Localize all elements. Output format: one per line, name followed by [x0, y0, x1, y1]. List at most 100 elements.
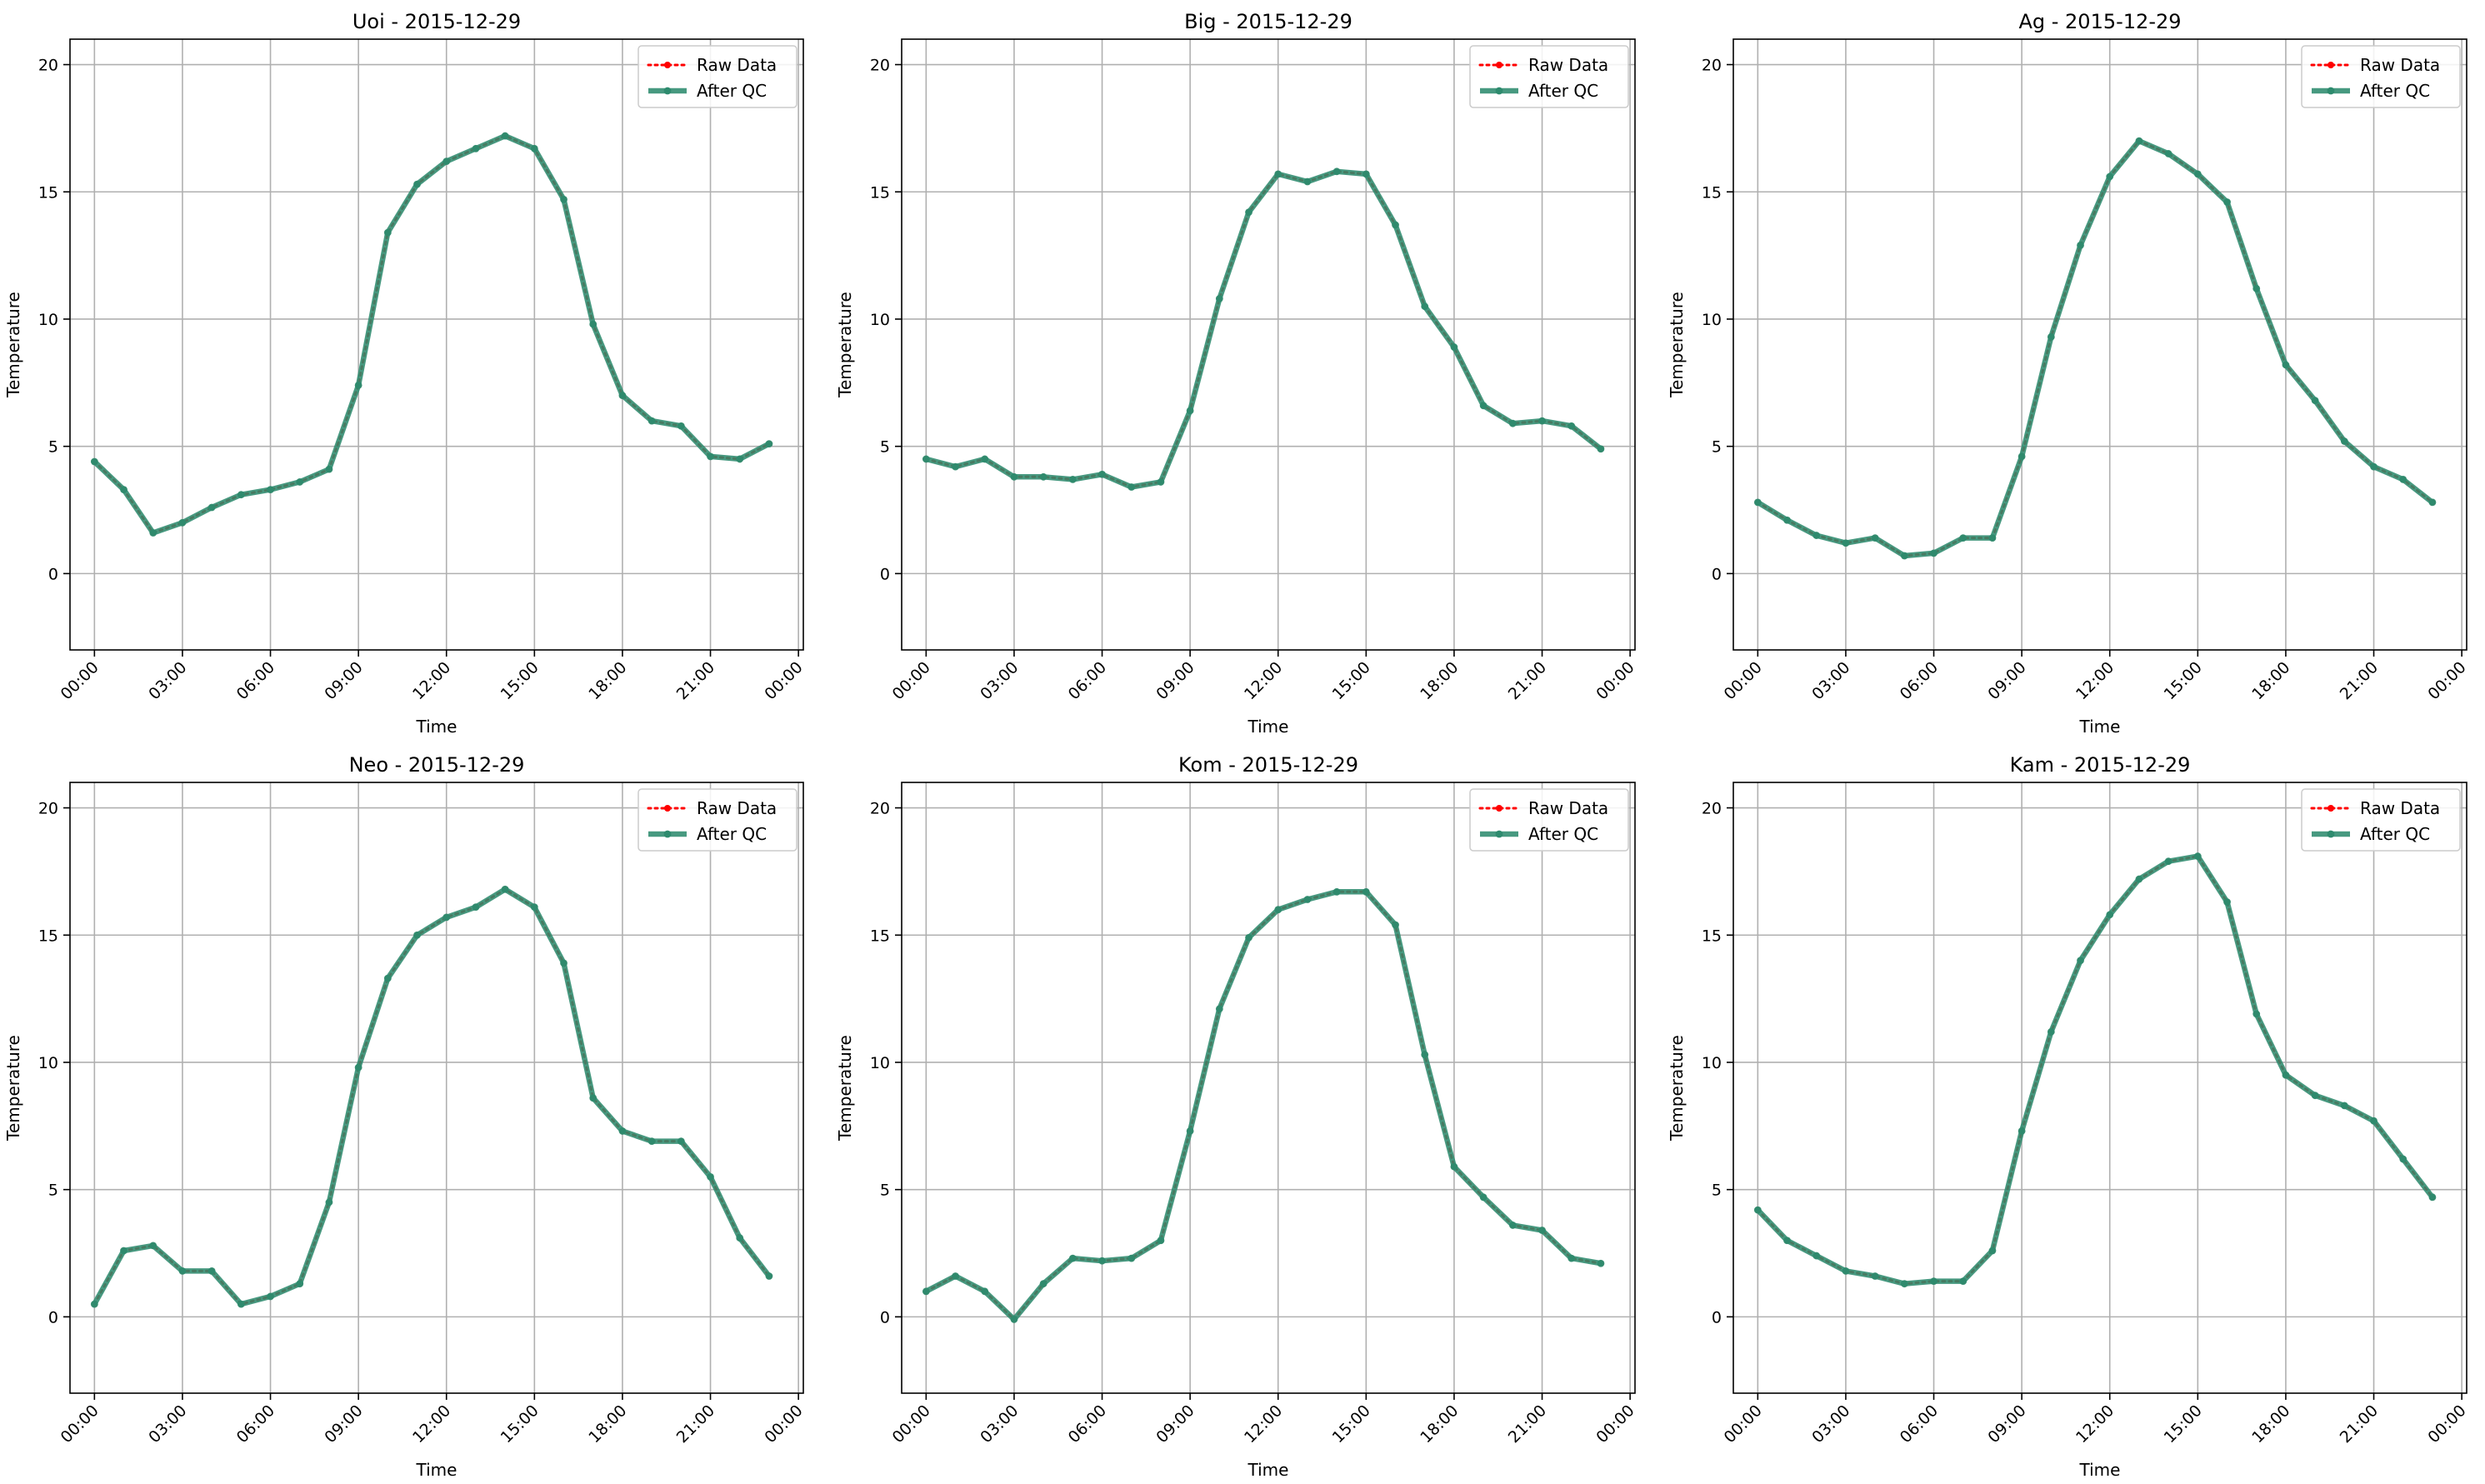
- x-tick-label: 06:00: [1897, 658, 1942, 703]
- chart-title: Big - 2015-12-29: [1184, 10, 1352, 33]
- after-qc-point: [707, 1172, 714, 1181]
- after-qc-point: [952, 462, 959, 471]
- chart-panel: 00:00 03:00 06:00 09:00 12:00 15:00 18:00 21:00…: [3, 10, 807, 737]
- after-qc-point: [1959, 534, 1968, 542]
- after-qc-point: [589, 1094, 598, 1102]
- after-qc-point: [2282, 361, 2290, 369]
- after-qc-point: [2340, 437, 2348, 445]
- after-qc-point: [648, 417, 656, 425]
- after-qc-point: [2370, 462, 2378, 471]
- x-axis-label: Time: [416, 717, 458, 737]
- after-qc-point: [1900, 552, 1908, 560]
- after-qc-point: [1332, 887, 1341, 896]
- legend-qc-marker: [663, 830, 672, 838]
- after-qc-point: [413, 180, 421, 188]
- legend: Raw Data After QC: [638, 788, 798, 852]
- chart-panel: 00:00 03:00 06:00 09:00 12:00 15:00 18:00 21:00…: [835, 753, 1638, 1480]
- x-tick-label: 00:00: [58, 658, 102, 703]
- after-qc-point: [1753, 498, 1762, 507]
- after-qc-point: [1450, 1162, 1458, 1171]
- x-tick-label: 12:00: [409, 658, 454, 703]
- after-qc-point: [325, 1198, 333, 1207]
- y-tick-label: 0: [48, 565, 58, 583]
- after-qc-point: [2311, 397, 2319, 405]
- after-qc-point: [2077, 241, 2084, 249]
- x-tick-label: 06:00: [233, 658, 278, 703]
- y-tick-label: 20: [870, 57, 890, 75]
- after-qc-point: [413, 931, 421, 939]
- y-tick-label: 0: [1712, 565, 1722, 583]
- after-qc-point: [1421, 302, 1429, 311]
- after-qc-point: [1538, 1227, 1546, 1234]
- x-tick-label: 06:00: [1065, 1402, 1110, 1447]
- x-tick-label: 00:00: [1592, 658, 1638, 703]
- x-tick-label: 18:00: [1417, 1402, 1462, 1447]
- after-qc-point: [1245, 933, 1252, 942]
- legend-raw-marker: [664, 805, 671, 812]
- x-tick-label: 15:00: [1329, 658, 1374, 703]
- after-qc-line: [1755, 853, 2436, 1287]
- x-tick-label: 18:00: [585, 1402, 630, 1447]
- y-axis-label: Temperature: [1667, 1035, 1687, 1142]
- y-tick-label: 10: [1702, 311, 1722, 329]
- y-tick-label: 15: [38, 927, 58, 945]
- x-tick-label: 18:00: [2248, 1402, 2293, 1447]
- x-tick-label: 18:00: [2248, 658, 2293, 703]
- after-qc-point: [2047, 332, 2055, 341]
- y-tick-label: 5: [48, 1182, 58, 1200]
- y-tick-label: 5: [880, 438, 890, 457]
- after-qc-point: [2399, 475, 2408, 483]
- y-tick-label: 10: [38, 311, 58, 329]
- y-tick-label: 5: [1712, 1182, 1722, 1200]
- after-qc-point: [2164, 150, 2172, 157]
- y-tick-label: 0: [1712, 1308, 1722, 1327]
- chart-panel: 00:00 03:00 06:00 09:00 12:00 15:00 18:00 21:00…: [1667, 753, 2470, 1480]
- legend-qc-label: After QC: [1528, 81, 1598, 101]
- after-qc-point: [1959, 1277, 1968, 1286]
- x-axis-label: Time: [1248, 1460, 1289, 1480]
- legend: Raw Data After QC: [2301, 45, 2461, 108]
- after-qc-point: [1128, 483, 1136, 491]
- y-axis-label: Temperature: [3, 1035, 23, 1142]
- legend-qc-label: After QC: [2360, 824, 2430, 844]
- legend-qc-marker: [1495, 830, 1503, 838]
- after-qc-point: [2018, 1127, 2026, 1135]
- after-qc-point: [1988, 1247, 1997, 1255]
- legend-qc-marker: [2327, 830, 2335, 838]
- axes-frame: [901, 38, 1636, 651]
- chart-panel: 00:00 03:00 06:00 09:00 12:00 15:00 18:00 21:00…: [3, 753, 807, 1480]
- after-qc-point: [149, 1242, 158, 1250]
- after-qc-point: [1186, 1127, 1194, 1135]
- y-tick-label: 0: [880, 1308, 890, 1327]
- x-tick-label: 21:00: [1505, 658, 1550, 703]
- raw-data-line: [92, 134, 771, 535]
- after-qc-point: [472, 144, 480, 152]
- y-tick-label: 10: [870, 1054, 890, 1072]
- x-tick-label: 06:00: [1897, 1402, 1942, 1447]
- after-qc-point: [2428, 1193, 2437, 1202]
- y-tick-label: 15: [1702, 927, 1722, 945]
- x-tick-label: 18:00: [1417, 658, 1462, 703]
- after-qc-point: [1010, 1316, 1018, 1323]
- after-qc-point: [1039, 472, 1048, 481]
- after-qc-point: [149, 529, 158, 537]
- legend-raw-label: Raw Data: [2360, 798, 2440, 818]
- after-qc-point: [1392, 221, 1399, 229]
- x-tick-label: 09:00: [321, 1402, 366, 1447]
- after-qc-point: [530, 903, 538, 912]
- after-qc-point: [1871, 534, 1879, 542]
- after-qc-point: [2282, 1071, 2290, 1079]
- x-tick-label: 15:00: [1329, 1402, 1374, 1447]
- legend: Raw Data After QC: [1469, 45, 1629, 108]
- legend-raw-marker: [1496, 62, 1502, 68]
- x-tick-label: 00:00: [2424, 658, 2469, 703]
- raw-data-line: [1756, 854, 2434, 1286]
- after-qc-point: [1215, 295, 1223, 302]
- after-qc-point: [530, 144, 538, 152]
- x-tick-label: 21:00: [2337, 1402, 2382, 1447]
- after-qc-point: [1303, 896, 1312, 903]
- after-qc-point: [501, 885, 509, 893]
- after-qc-point: [707, 452, 714, 461]
- chart-panel: 00:00 03:00 06:00 09:00 12:00 15:00 18:00 21:00…: [835, 10, 1638, 737]
